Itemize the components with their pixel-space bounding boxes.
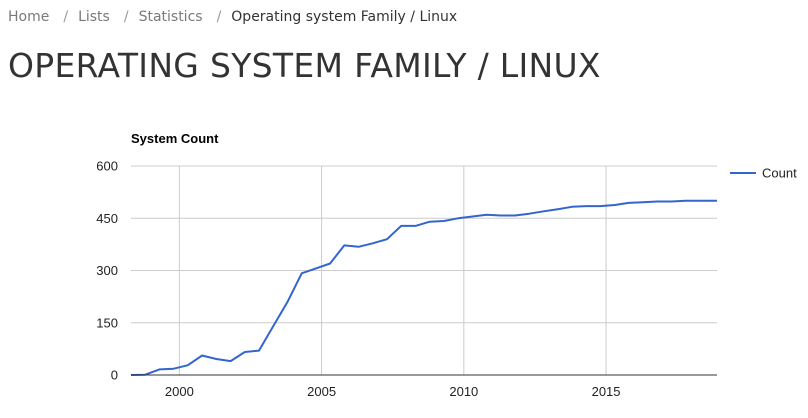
series-line-count (130, 199, 717, 376)
y-tick-label: 450 (96, 211, 118, 226)
legend-label: Count (762, 166, 797, 181)
y-tick-label: 300 (96, 263, 118, 278)
system-count-chart: System Count 0 150 300 450 600 2000 2005 2010 20… (0, 120, 808, 418)
breadcrumb-separator: / (123, 9, 129, 25)
y-tick-label: 600 (96, 159, 118, 174)
chart-series (130, 199, 717, 376)
x-tick-label: 2000 (165, 384, 194, 399)
breadcrumb-separator: / (63, 9, 69, 25)
page-title: OPERATING SYSTEM FAMILY / LINUX (8, 46, 601, 85)
chart-grid (131, 165, 717, 375)
breadcrumb: Home / Lists / Statistics / Operating sy… (8, 7, 457, 27)
chart-legend[interactable]: Count (730, 166, 797, 181)
y-tick-label: 0 (111, 368, 118, 383)
line-chart-svg: System Count 0 150 300 450 600 2000 2005 2010 20… (96, 131, 797, 399)
breadcrumb-home-link[interactable]: Home (8, 9, 50, 25)
y-tick-label: 150 (96, 315, 118, 330)
chart-axes: 0 150 300 450 600 2000 2005 2010 2015 (96, 159, 717, 399)
breadcrumb-lists-link[interactable]: Lists (78, 9, 110, 25)
breadcrumb-separator: / (216, 9, 222, 25)
x-tick-label: 2005 (307, 384, 336, 399)
breadcrumb-current: Operating system Family / Linux (231, 9, 458, 25)
x-tick-label: 2015 (592, 384, 621, 399)
x-tick-label: 2010 (449, 384, 478, 399)
breadcrumb-statistics-link[interactable]: Statistics (138, 9, 203, 25)
chart-title: System Count (131, 131, 219, 146)
